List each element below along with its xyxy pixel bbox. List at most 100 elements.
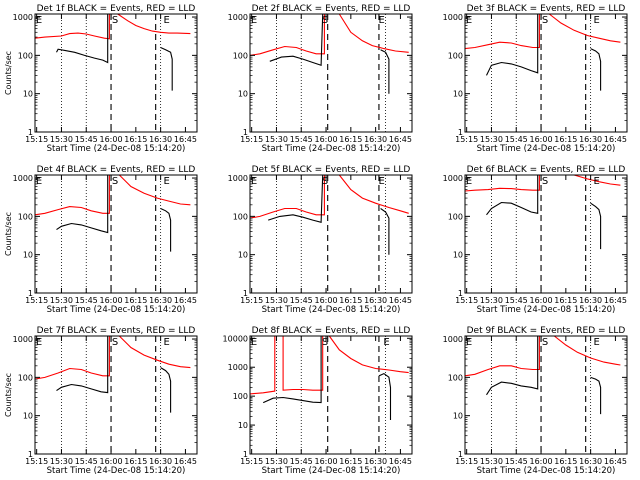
x-tick-label: 16:45 [604,135,627,144]
x-tick-label: 16:00 [315,296,338,305]
x-tick-label: 15:30 [50,457,73,466]
x-tick-label: 15:45 [290,296,313,305]
x-tick-label: 16:45 [604,296,627,305]
y-axis-label: Counts/sec [4,51,13,95]
lld-series-line [249,175,325,219]
y-tick-label: 10 [23,90,33,99]
lld-series-line [573,174,621,186]
start-marker: S [542,337,548,348]
y-tick-label: 1000 [228,174,248,183]
x-tick-label: 15:15 [25,457,48,466]
x-axis-label: Start Time (24-Dec-08 15:14:20) [477,144,616,154]
y-axis-label: Counts/sec [4,212,13,256]
y-tick-label: 100 [233,51,248,60]
events-series-line [262,336,322,404]
start-marker: S [112,15,118,26]
y-tick-label: 1 [458,289,463,298]
y-tick-label: 1 [243,450,248,459]
chart-title: Det 6f BLACK = Events, RED = LLD [467,165,626,175]
chart-title: Det 8f BLACK = Events, RED = LLD [252,326,411,336]
x-tick-label: 15:30 [480,135,503,144]
y-tick-label: 1 [458,450,463,459]
x-tick-label: 16:45 [389,457,412,466]
end-marker: E [466,337,472,348]
lld-series-line [34,336,110,380]
y-tick-label: 1 [28,450,33,459]
events-series-line [590,376,602,415]
x-tick-label: 16:45 [389,296,412,305]
y-tick-label: 1000 [228,13,248,22]
lld-series-line [249,336,276,395]
x-tick-label: 15:45 [505,457,528,466]
events-series-line [56,336,109,394]
x-tick-label: 16:30 [579,135,602,144]
events-series-line [56,175,109,234]
x-tick-label: 15:45 [290,135,313,144]
start-marker: S [542,15,548,26]
lld-series-line [34,175,110,216]
start-marker: S [112,337,118,348]
y-tick-label: 1000 [443,335,463,344]
x-tick-label: 16:45 [174,457,197,466]
events-series-line [269,13,324,67]
y-tick-label: 10 [453,251,463,260]
y-tick-label: 10 [238,421,248,430]
x-tick-label: 16:30 [364,135,387,144]
x-tick-label: 15:30 [480,296,503,305]
x-tick-label: 15:30 [50,296,73,305]
x-tick-label: 15:15 [240,457,263,466]
events-series-line [56,14,109,64]
end-marker: E [593,15,599,26]
end-marker: E [36,15,42,26]
y-tick-label: 10 [23,251,33,260]
y-tick-label: 100 [448,51,463,60]
plot-frame [34,13,198,133]
x-tick-label: 15:30 [265,135,288,144]
plot-frame [34,335,198,455]
end-marker: E [163,337,169,348]
plot-frame [34,174,198,294]
end-marker: E [163,15,169,26]
chart-title: Det 7f BLACK = Events, RED = LLD [37,326,196,336]
x-tick-label: 16:30 [579,296,602,305]
y-tick-label: 1000 [13,13,33,22]
x-axis-label: Start Time (24-Dec-08 15:14:20) [477,305,616,315]
x-tick-label: 15:15 [25,296,48,305]
events-series-line [268,174,324,224]
x-tick-label: 15:30 [265,457,288,466]
chart-title: Det 1f BLACK = Events, RED = LLD [37,4,196,14]
y-tick-label: 1000 [13,335,33,344]
x-tick-label: 15:45 [505,135,528,144]
y-tick-label: 10 [23,412,33,421]
lld-series-line [338,174,409,214]
y-axis-label: Counts/sec [4,373,13,417]
events-series-line [160,208,172,252]
x-tick-label: 15:30 [50,135,73,144]
x-axis-label: Start Time (24-Dec-08 15:14:20) [47,144,186,154]
y-tick-label: 100 [18,212,33,221]
events-series-line [378,372,392,420]
end-marker: E [36,337,42,348]
chart-title: Det 2f BLACK = Events, RED = LLD [252,4,411,14]
plot-frame [249,335,413,455]
end-marker: E [466,176,472,187]
lld-series-line [464,175,540,192]
start-marker: S [322,176,328,187]
events-series-line [486,14,539,76]
plot-frame [464,13,628,133]
lld-series-line [118,335,191,369]
x-tick-label: 15:30 [480,457,503,466]
x-tick-label: 16:45 [174,296,197,305]
start-marker: S [542,176,548,187]
x-tick-label: 15:45 [505,296,528,305]
x-tick-label: 16:30 [579,457,602,466]
y-tick-label: 100 [448,212,463,221]
events-series-line [590,202,602,250]
